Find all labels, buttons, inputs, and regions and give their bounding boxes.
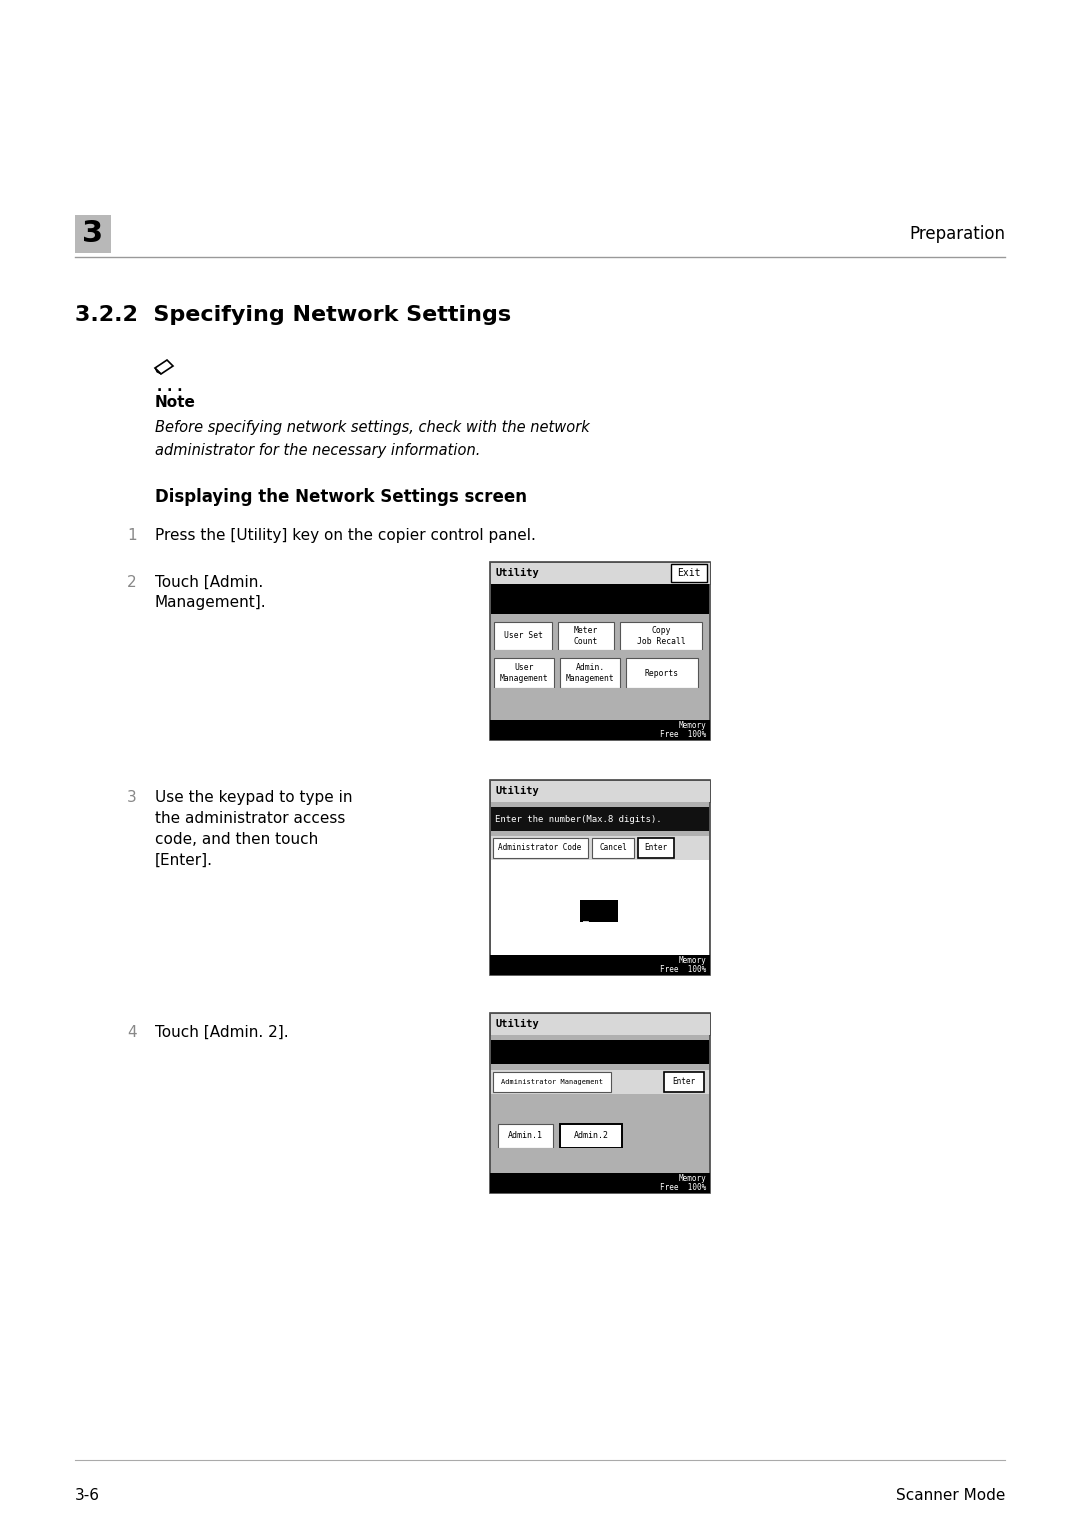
Bar bbox=[561, 1125, 622, 1148]
Bar bbox=[558, 622, 615, 649]
Bar bbox=[592, 837, 634, 859]
Text: Memory
Free  100%: Memory Free 100% bbox=[660, 955, 706, 975]
Text: Scanner Mode: Scanner Mode bbox=[895, 1488, 1005, 1504]
Bar bbox=[492, 837, 588, 859]
Text: Utility: Utility bbox=[496, 785, 540, 796]
Text: Admin.2: Admin.2 bbox=[573, 1132, 608, 1140]
Bar bbox=[491, 1148, 708, 1174]
Bar bbox=[491, 1041, 708, 1063]
Bar bbox=[491, 807, 708, 831]
Text: 2: 2 bbox=[127, 575, 137, 590]
Bar bbox=[491, 802, 708, 807]
Text: Administrator Management: Administrator Management bbox=[501, 1079, 603, 1085]
Text: 3.2.2  Specifying Network Settings: 3.2.2 Specifying Network Settings bbox=[75, 306, 511, 325]
Bar bbox=[491, 584, 708, 614]
Bar bbox=[490, 562, 710, 740]
Text: Preparation: Preparation bbox=[909, 225, 1005, 243]
Bar bbox=[494, 659, 554, 688]
Bar bbox=[491, 688, 708, 720]
Bar bbox=[491, 1063, 708, 1070]
Text: User Set: User Set bbox=[503, 631, 542, 640]
Bar bbox=[75, 215, 111, 254]
Text: Memory
Free  100%: Memory Free 100% bbox=[660, 721, 706, 740]
Text: Use the keypad to type in: Use the keypad to type in bbox=[156, 790, 352, 805]
Bar bbox=[490, 779, 710, 802]
Text: Displaying the Network Settings screen: Displaying the Network Settings screen bbox=[156, 487, 527, 506]
Polygon shape bbox=[156, 368, 161, 374]
Text: 1: 1 bbox=[127, 529, 137, 542]
Text: [Enter].: [Enter]. bbox=[156, 853, 213, 868]
Bar bbox=[492, 1073, 611, 1093]
Bar bbox=[490, 1174, 710, 1193]
Text: Memory
Free  100%: Memory Free 100% bbox=[660, 1174, 706, 1192]
Bar bbox=[491, 649, 708, 659]
Bar bbox=[491, 860, 708, 955]
Text: code, and then touch: code, and then touch bbox=[156, 833, 319, 847]
Text: Cancel: Cancel bbox=[599, 843, 626, 853]
Bar bbox=[638, 837, 674, 859]
Text: Touch [Admin.: Touch [Admin. bbox=[156, 575, 264, 590]
Text: Touch [Admin. 2].: Touch [Admin. 2]. bbox=[156, 1025, 288, 1041]
Text: Management].: Management]. bbox=[156, 594, 267, 610]
Bar bbox=[490, 1013, 710, 1193]
Text: _: _ bbox=[583, 912, 589, 923]
Text: . . .: . . . bbox=[157, 380, 183, 394]
Text: Exit: Exit bbox=[677, 568, 701, 578]
Text: Enter: Enter bbox=[645, 843, 667, 853]
Text: Enter: Enter bbox=[673, 1077, 696, 1086]
Text: Copy
Job Recall: Copy Job Recall bbox=[636, 626, 686, 646]
Bar bbox=[626, 659, 698, 688]
Bar bbox=[580, 900, 618, 921]
Text: 3-6: 3-6 bbox=[75, 1488, 100, 1504]
Bar bbox=[498, 1125, 553, 1148]
Text: Utility: Utility bbox=[496, 1019, 540, 1028]
Bar bbox=[561, 659, 620, 688]
Bar bbox=[491, 836, 708, 860]
Text: 3: 3 bbox=[82, 220, 104, 249]
Text: Reports: Reports bbox=[645, 669, 679, 677]
Text: Admin.
Management: Admin. Management bbox=[566, 663, 615, 683]
Bar bbox=[664, 1073, 704, 1093]
Bar bbox=[490, 955, 710, 975]
Bar bbox=[490, 562, 710, 584]
Bar bbox=[671, 564, 707, 582]
Text: administrator for the necessary information.: administrator for the necessary informat… bbox=[156, 443, 481, 458]
Text: the administrator access: the administrator access bbox=[156, 811, 346, 827]
Text: Admin.1: Admin.1 bbox=[508, 1132, 542, 1140]
Text: Utility: Utility bbox=[496, 568, 540, 578]
Text: Before specifying network settings, check with the network: Before specifying network settings, chec… bbox=[156, 420, 590, 435]
Bar bbox=[491, 1070, 708, 1094]
Bar bbox=[490, 1013, 710, 1034]
Bar bbox=[491, 614, 708, 622]
Bar bbox=[491, 1094, 708, 1125]
Text: Note: Note bbox=[156, 396, 195, 410]
Text: 3: 3 bbox=[127, 790, 137, 805]
Bar bbox=[620, 622, 702, 649]
Text: 4: 4 bbox=[127, 1025, 137, 1041]
Text: Meter
Count: Meter Count bbox=[573, 626, 598, 646]
Text: Press the [Utility] key on the copier control panel.: Press the [Utility] key on the copier co… bbox=[156, 529, 536, 542]
Bar bbox=[494, 622, 552, 649]
Bar bbox=[490, 720, 710, 740]
Text: User
Management: User Management bbox=[500, 663, 549, 683]
Bar bbox=[491, 1034, 708, 1041]
Text: Administrator Code: Administrator Code bbox=[498, 843, 582, 853]
Bar bbox=[490, 779, 710, 975]
Bar bbox=[491, 831, 708, 836]
Text: Enter the number(Max.8 digits).: Enter the number(Max.8 digits). bbox=[495, 814, 662, 824]
